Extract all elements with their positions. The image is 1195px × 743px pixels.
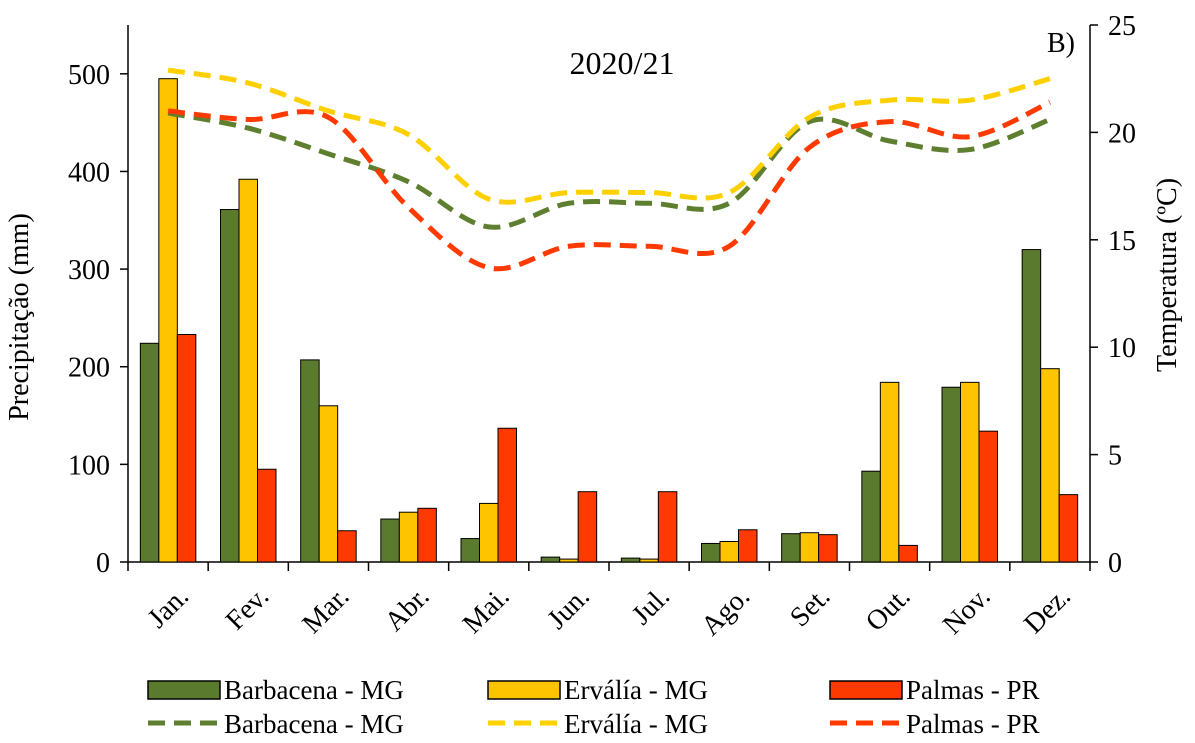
bar [960,381,980,563]
x-tick-label: Fev. [220,581,275,636]
x-tick-label: Dez. [1018,581,1077,640]
legend-label: Erválía - MG [564,675,708,705]
y2-tick-label: 5 [1108,441,1122,472]
y2-tick-label: 25 [1108,11,1136,42]
temperature-line [167,110,1051,230]
panel-label: B) [1047,28,1075,59]
x-tick-label: Jun. [541,581,595,635]
bar [701,542,721,563]
bar [898,544,918,563]
legend-label: Erválía - MG [564,709,708,739]
legend-label: Barbacena - MG [224,709,404,739]
y2-tick-label: 15 [1108,226,1136,257]
bar [158,78,178,563]
chart-title: 2020/21 [570,45,675,81]
x-tick-label: Mai. [457,581,516,640]
y-tick-label: 100 [68,450,110,481]
bar [781,533,801,563]
bar [300,359,320,563]
y2-tick-label: 20 [1108,118,1136,149]
bar [1040,368,1060,563]
y2-tick-label: 0 [1108,548,1122,579]
bar [380,518,400,563]
y2-axis-label: Temperatura (ºC) [1152,178,1183,372]
bar [1058,494,1079,563]
bar [818,534,838,563]
bar [657,491,678,563]
bar [460,538,480,563]
bar [861,470,881,563]
x-tick-label: Jan. [142,581,195,634]
y-axis-label: Precipitação (mm) [4,213,35,421]
bar [176,334,197,563]
x-tick-label: Nov. [937,581,997,641]
bar [318,405,339,563]
bar [978,430,998,563]
bar [799,532,820,563]
legend: Barbacena - MG Erválía - MG Palmas - PR Bar… [147,675,1040,739]
bars [139,78,1079,563]
y-tick-label: 500 [68,60,110,91]
bar [559,558,579,563]
y-tick-label: 0 [96,548,110,579]
bar [577,491,598,563]
bar [220,209,240,563]
x-tick-label: Set. [784,581,836,633]
legend-label: Barbacena - MG [224,675,404,705]
temperature-line [167,100,1051,272]
legend-swatch-bar [829,680,903,700]
bar [417,507,437,563]
bar [738,529,758,563]
bar [497,427,517,563]
x-tick-label: Mar. [297,581,356,640]
y2-tick-label: 10 [1108,333,1136,364]
bar [719,540,739,563]
y-tick-label: 300 [68,255,110,286]
bar [540,556,561,563]
bar [238,178,258,563]
temperature-line [167,67,1051,205]
legend-swatch-bar [147,680,221,700]
bar [257,468,277,563]
legend-label: Palmas - PR [906,709,1040,739]
y-tick-label: 200 [68,353,110,384]
bar [879,381,900,563]
bar [139,342,160,563]
temperature-lines [167,67,1051,272]
legend-swatch-bar [487,680,561,700]
x-tick-label: Abr. [379,581,436,638]
bar [1021,249,1042,563]
bar [479,502,499,563]
bar [620,557,641,563]
x-tick-label: Ago. [695,581,756,642]
bar [398,511,419,563]
bar [941,386,961,563]
bar [337,530,357,563]
x-tick-label: Jul. [626,581,676,631]
bar [639,558,659,563]
legend-label: Palmas - PR [906,675,1040,705]
x-tick-label: Out. [860,581,917,638]
y-tick-label: 400 [68,157,110,188]
